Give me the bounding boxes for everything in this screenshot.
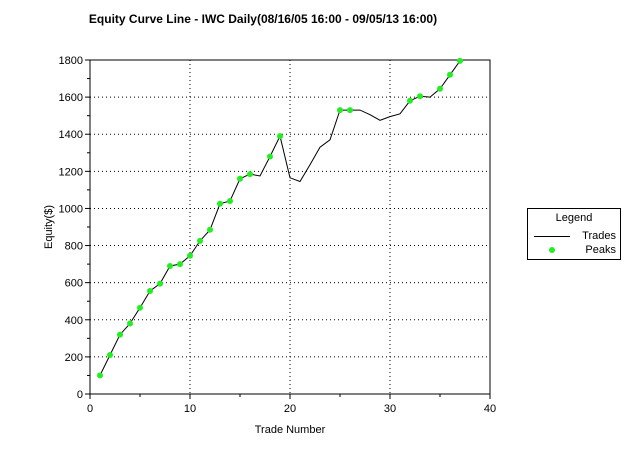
- peak-marker: [337, 107, 343, 114]
- plot-area-frame: [89, 59, 491, 395]
- legend: Legend Trades Peaks: [527, 208, 621, 260]
- y-tick-label: 1400: [59, 129, 83, 141]
- y-tick-label: 1800: [59, 55, 83, 67]
- peak-marker: [347, 107, 353, 114]
- x-tick-label: 0: [87, 403, 93, 415]
- x-tick-label: 40: [484, 403, 496, 415]
- grid-lines: [90, 60, 490, 394]
- legend-label-trades: Trades: [582, 230, 616, 242]
- legend-line-swatch: [534, 236, 570, 237]
- y-tick-label: 1600: [59, 92, 83, 104]
- y-axis-label: Equity($): [43, 205, 55, 249]
- y-tick-labels: 0 200 400 600 800 1000 1200 1400 1600 1800: [59, 55, 83, 401]
- peak-marker: [157, 280, 163, 287]
- x-tick-label: 30: [384, 403, 396, 415]
- peak-marker: [447, 71, 453, 78]
- legend-title: Legend: [555, 212, 593, 224]
- peak-marker: [437, 85, 443, 92]
- y-tick-label: 1200: [59, 166, 83, 178]
- y-tick-label: 800: [65, 241, 83, 253]
- peak-marker: [97, 372, 103, 379]
- peak-marker: [247, 171, 253, 178]
- x-tick-label: 20: [284, 403, 296, 415]
- peak-marker: [227, 198, 233, 204]
- peak-marker: [267, 153, 273, 160]
- series-layer: [97, 57, 463, 379]
- peak-marker: [147, 288, 153, 294]
- peak-marker: [187, 252, 193, 259]
- legend-dot-swatch: [549, 247, 555, 253]
- peak-marker: [197, 237, 203, 244]
- peak-marker: [177, 261, 183, 268]
- legend-item-peaks: Peaks: [528, 244, 620, 257]
- peak-marker: [417, 93, 423, 100]
- peak-marker: [137, 304, 143, 311]
- legend-label-peaks: Peaks: [585, 244, 616, 256]
- trades-line: [99, 60, 461, 376]
- peak-marker: [407, 97, 413, 104]
- x-axis-label: Trade Number: [255, 424, 326, 436]
- peak-marker: [277, 133, 283, 140]
- peak-marker: [167, 263, 173, 269]
- x-tick-label: 10: [184, 403, 196, 415]
- peak-marker: [107, 352, 113, 358]
- peak-marker: [127, 320, 133, 327]
- peak-marker: [457, 57, 463, 64]
- legend-item-trades: Trades: [528, 230, 620, 243]
- chart-title: Equity Curve Line - IWC Daily(08/16/05 1…: [89, 12, 437, 26]
- peak-marker: [237, 175, 243, 182]
- y-tick-label: 200: [65, 352, 83, 364]
- peak-marker: [117, 331, 123, 338]
- peak-marker: [207, 226, 213, 233]
- axis-ticks: [85, 59, 491, 399]
- y-tick-label: 0: [77, 389, 83, 401]
- y-tick-label: 1000: [59, 203, 83, 215]
- y-tick-label: 400: [65, 315, 83, 327]
- peak-marker: [217, 200, 223, 207]
- y-tick-label: 600: [65, 278, 83, 290]
- x-tick-labels: 0 10 20 30 40: [87, 403, 496, 415]
